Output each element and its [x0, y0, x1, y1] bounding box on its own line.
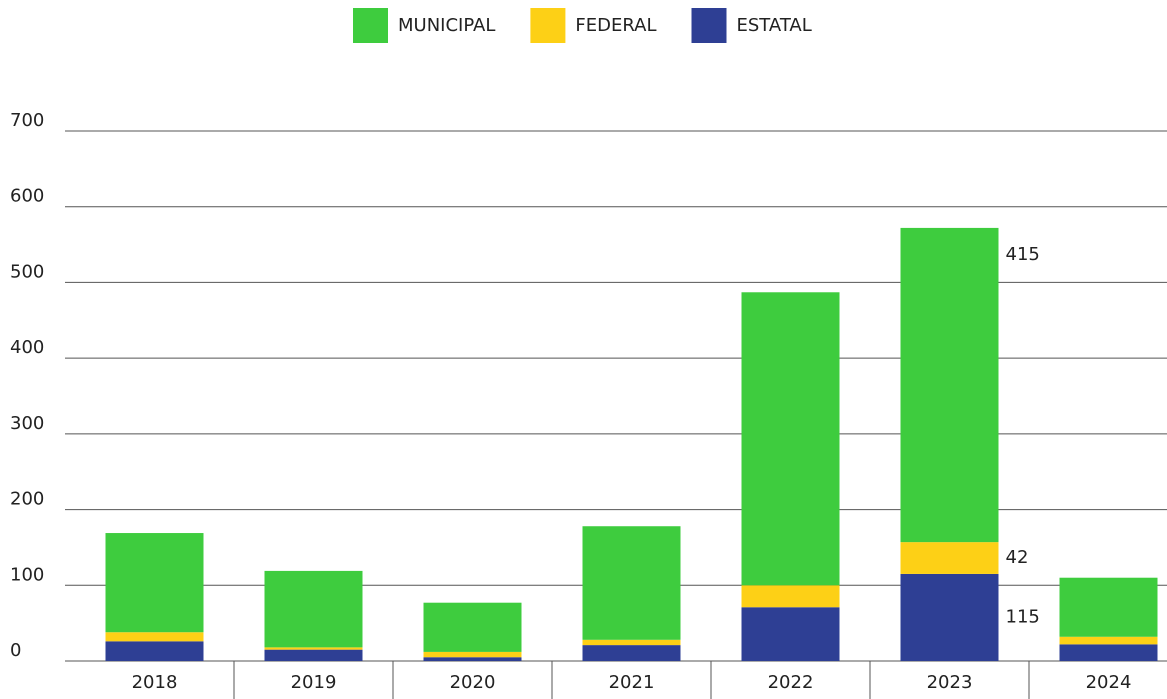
- legend-label: FEDERAL: [575, 15, 656, 36]
- bar-segment: [105, 533, 204, 633]
- y-tick-label: 100: [10, 564, 44, 585]
- bar-segment: [1059, 636, 1158, 645]
- bar-segment: [105, 641, 204, 661]
- bar-segment: [264, 649, 363, 661]
- x-tick-label: 2020: [450, 672, 496, 693]
- y-tick-label: 400: [10, 337, 44, 358]
- bar-segment: [105, 632, 204, 642]
- data-label: 415: [1006, 244, 1040, 265]
- y-tick-label: 300: [10, 413, 44, 434]
- bar-segment: [264, 570, 363, 648]
- legend-label: MUNICIPAL: [398, 15, 495, 36]
- y-tick-label: 600: [10, 186, 44, 207]
- bar-segment: [264, 647, 363, 650]
- x-tick-label: 2023: [927, 672, 973, 693]
- bar-segment: [900, 573, 999, 661]
- bar-segment: [741, 292, 840, 586]
- legend-swatch: [353, 8, 388, 43]
- y-tick-label: 0: [10, 640, 21, 661]
- y-tick-label: 500: [10, 261, 44, 282]
- bar-segment: [423, 657, 522, 661]
- bar-segment: [582, 645, 681, 661]
- x-tick-label: 2022: [768, 672, 814, 693]
- legend-swatch: [530, 8, 566, 43]
- bar-segment: [900, 542, 999, 574]
- x-tick-label: 2021: [609, 672, 655, 693]
- legend-label: ESTATAL: [737, 15, 812, 36]
- bar-segment: [900, 227, 999, 543]
- y-tick-label: 200: [10, 489, 44, 510]
- x-tick-label: 2018: [132, 672, 178, 693]
- bar-segment: [1059, 577, 1158, 637]
- legend-swatch: [691, 8, 727, 43]
- y-tick-label: 700: [10, 110, 44, 131]
- bar-segment: [423, 651, 522, 658]
- bar-segment: [582, 639, 681, 646]
- bar-segment: [582, 526, 681, 640]
- x-tick-label: 2019: [291, 672, 337, 693]
- data-label: 42: [1006, 547, 1029, 568]
- bar-segment: [1059, 644, 1158, 661]
- x-tick-label: 2024: [1086, 672, 1132, 693]
- bar-segment: [741, 585, 840, 608]
- data-label: 115: [1006, 606, 1040, 627]
- bar-segment: [423, 602, 522, 652]
- bar-segment: [741, 607, 840, 661]
